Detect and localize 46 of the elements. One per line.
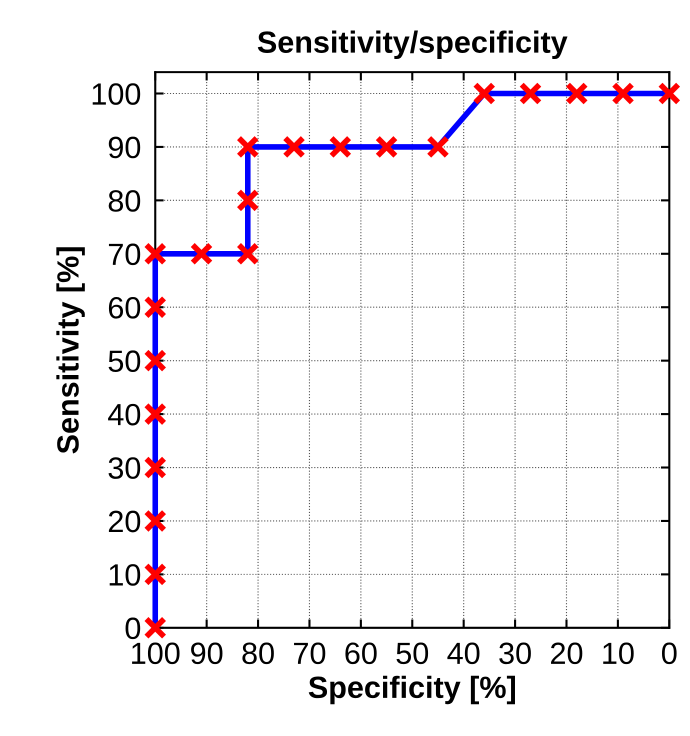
y-tick-label: 30 [108,457,140,479]
x-tick-label: 50 [396,642,428,664]
point [472,82,496,106]
x-tick-label: 30 [499,642,531,664]
x-tick-label: 20 [551,642,582,664]
point [611,82,635,106]
x-tick-label: 100 [132,642,180,664]
x-tick-label: 60 [345,642,377,664]
point [426,135,450,158]
point [328,135,352,158]
y-tick-label: 80 [108,190,140,212]
y-tick-label: 100 [92,83,140,105]
point [144,456,167,480]
y-tick-label: 70 [108,244,140,266]
y-tick-label: 90 [108,136,140,158]
point [375,135,398,158]
point [144,562,167,586]
x-tick-label: 0 [662,642,677,664]
point [144,296,167,319]
y-tick-label: 10 [110,564,140,586]
point [565,82,588,106]
point [236,135,260,158]
point [144,242,167,266]
x-tick-label: 40 [447,642,480,664]
x-tick-label: 90 [191,642,222,664]
point [236,188,260,212]
point [518,82,542,106]
point [144,349,167,372]
point [190,242,214,266]
y-tick-label: 40 [108,404,140,426]
x-axis-title: Specificity [%] [308,676,515,704]
point [144,509,167,533]
y-axis-title: Sensitivity [%] [56,247,85,454]
point [144,616,167,640]
y-tick-label: 20 [108,510,140,532]
point [236,242,260,266]
point [658,82,681,106]
point [282,135,306,158]
y-tick-label: 60 [108,296,140,319]
point [144,402,167,426]
x-tick-label: 10 [603,642,634,664]
y-tick-label: 0 [126,618,140,640]
y-tick-label: 50 [108,350,140,372]
x-tick-label: 80 [242,642,274,664]
x-tick-label: 70 [294,642,326,664]
chart-title: Sensitivity/specificity [258,30,568,60]
